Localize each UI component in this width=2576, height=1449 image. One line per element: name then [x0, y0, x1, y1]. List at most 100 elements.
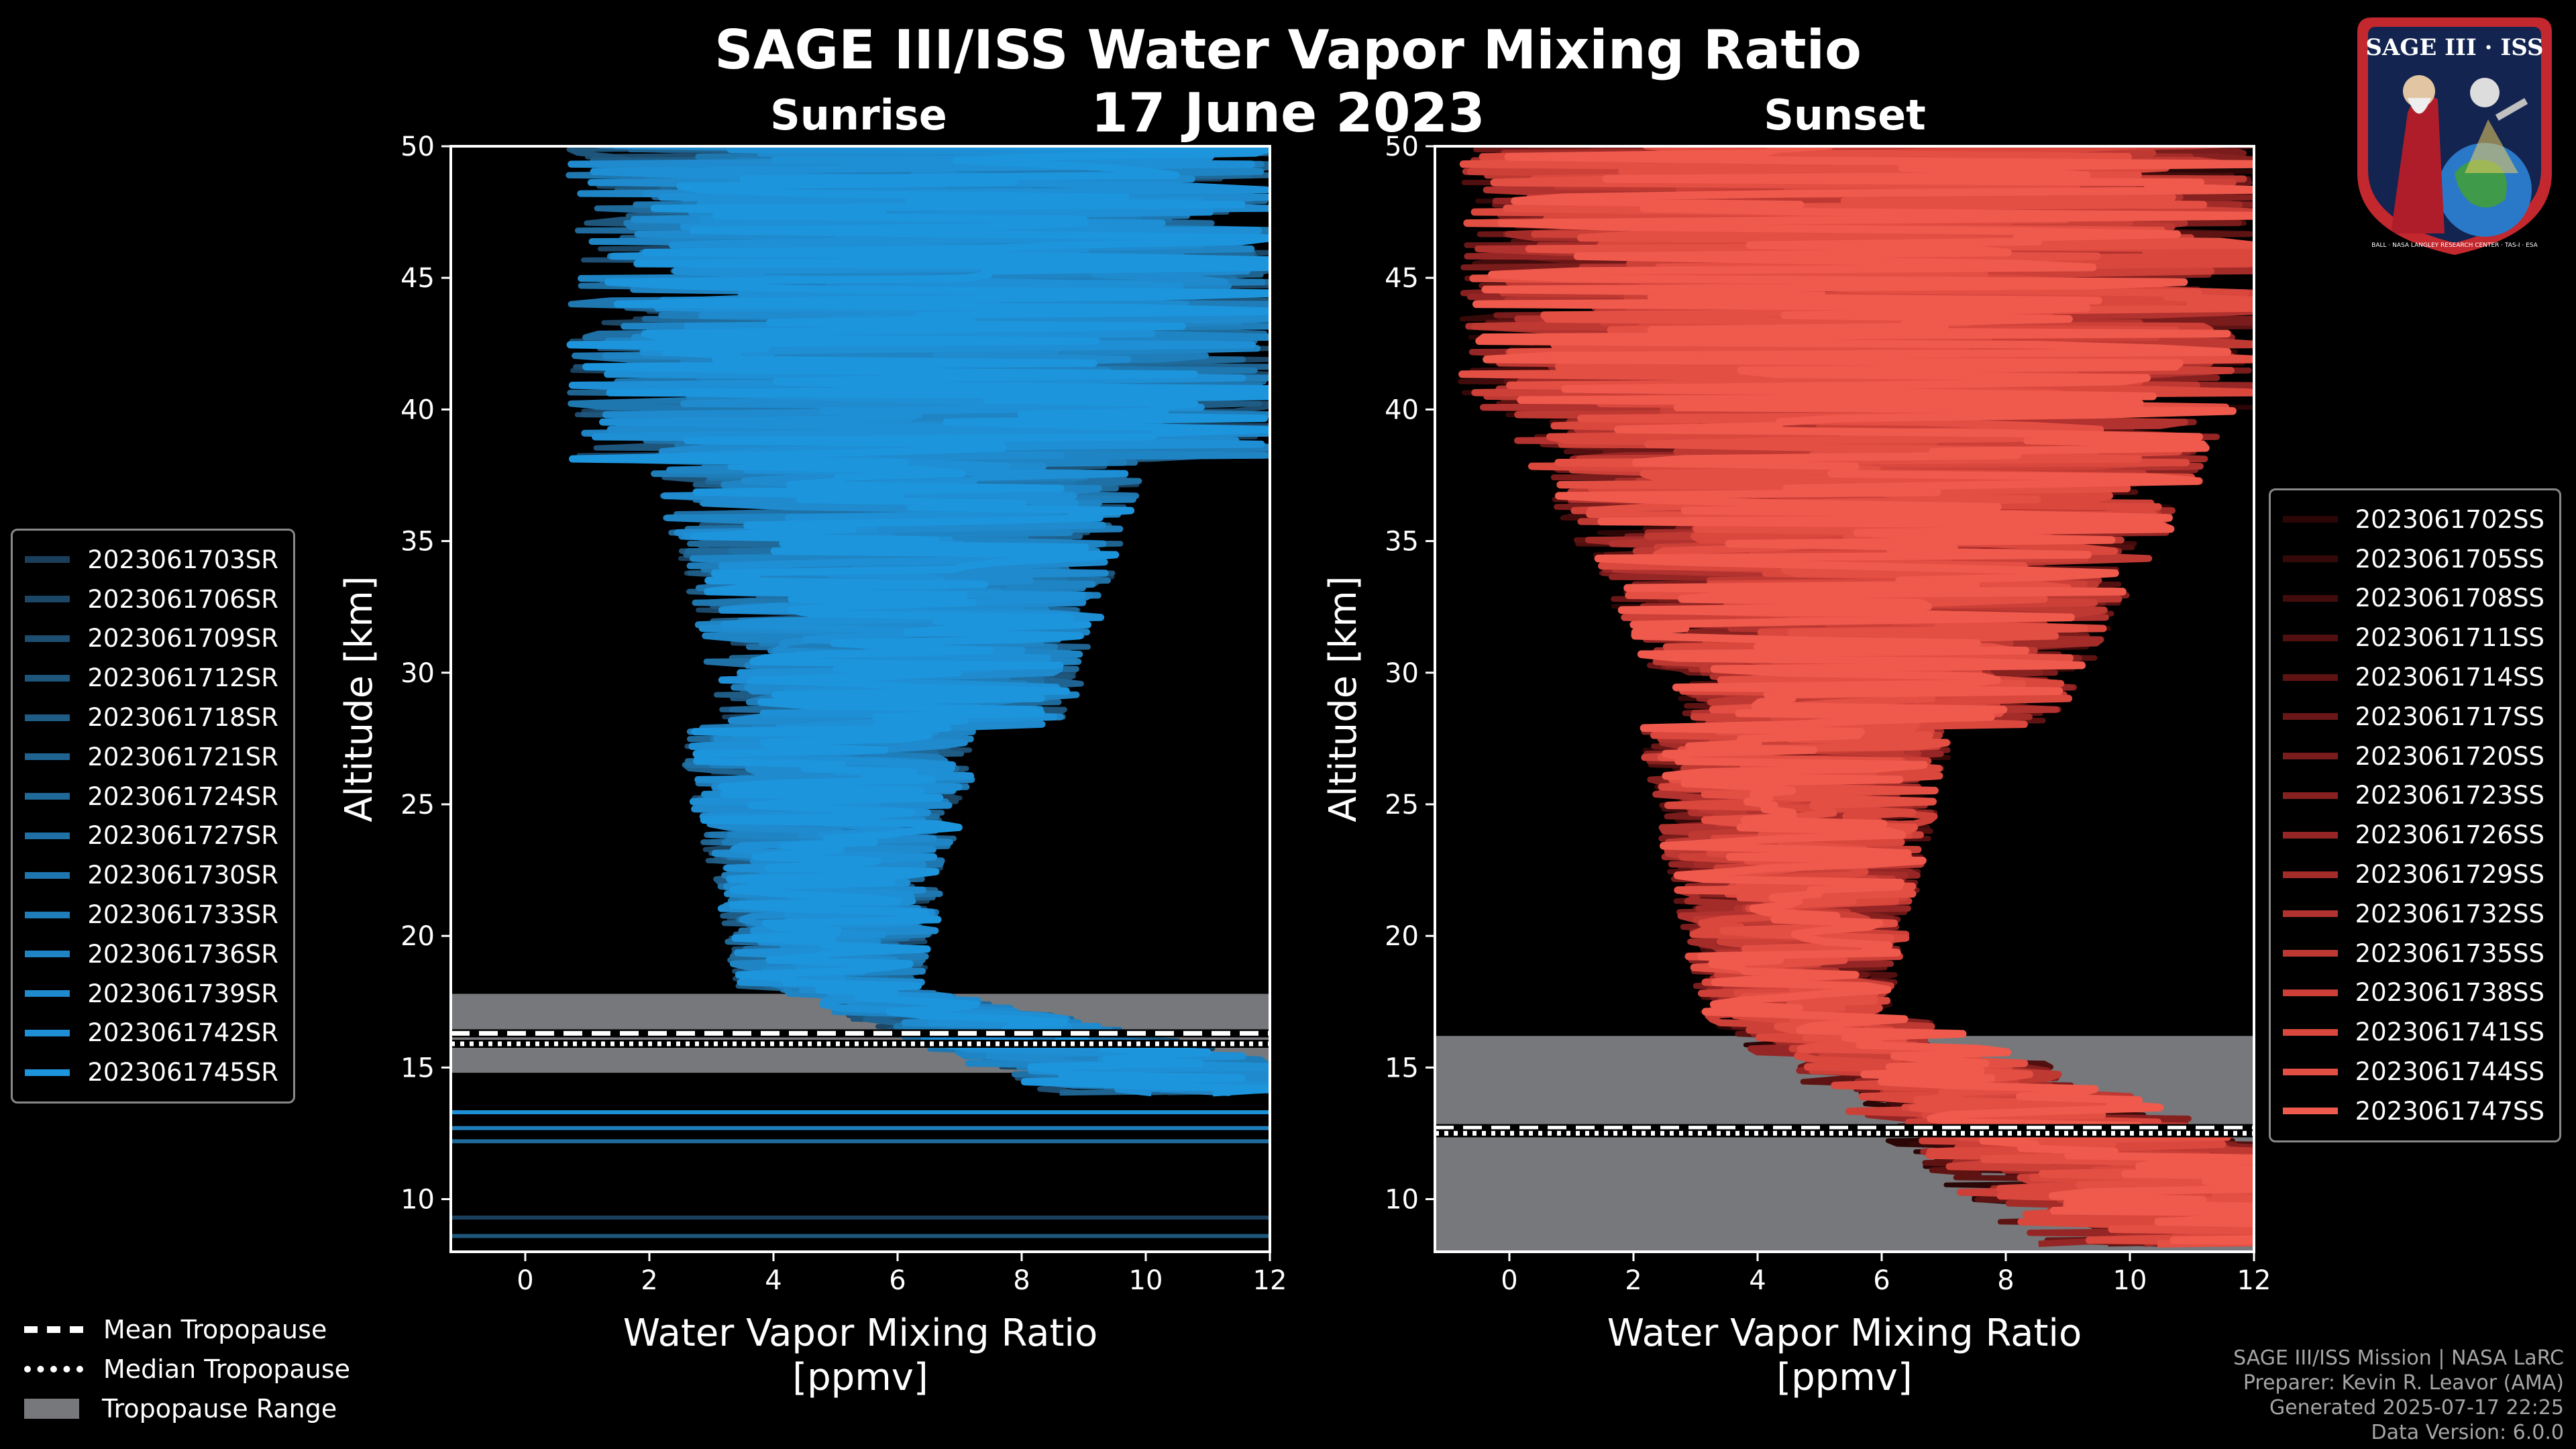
line-swatch-icon — [2283, 713, 2338, 720]
figure-title: SAGE III/ISS Water Vapor Mixing Ratio — [714, 19, 1862, 81]
sunset-x-tick-label: 8 — [1997, 1265, 2014, 1296]
line-swatch-icon — [25, 556, 70, 564]
sunset-y-tick-label: 40 — [1385, 394, 1419, 425]
sunrise-legend-label: 2023061727SR — [87, 821, 278, 851]
line-swatch-icon — [2283, 989, 2338, 996]
sunrise-x-tick-label: 4 — [765, 1265, 782, 1296]
sunrise-panel: 0 2 4 6 8 10 12 10 15 20 25 30 35 40 45 50 Water Vapor M… — [337, 131, 1287, 1399]
sunrise-legend-item: 2023061742SR — [25, 1014, 278, 1053]
sunset-legend-item: 2023061741SS — [2283, 1012, 2544, 1052]
sunrise-x-axis-label: Water Vapor Mixing Ratio — [623, 1311, 1097, 1355]
sunrise-legend-item: 2023061703SR — [25, 540, 278, 580]
line-swatch-icon — [2283, 753, 2338, 760]
sunset-legend-label: 2023061702SS — [2355, 504, 2544, 534]
sunset-legend-label: 2023061708SS — [2355, 584, 2544, 613]
sunrise-y-axis-label: Altitude [km] — [337, 576, 381, 822]
sunset-legend-label: 2023061729SS — [2355, 860, 2544, 890]
sunrise-legend-item: 2023061733SR — [25, 895, 278, 934]
sunrise-y-tick-label: 45 — [400, 263, 435, 294]
sunrise-legend-label: 2023061736SR — [87, 939, 278, 969]
sunset-legend-label: 2023061726SS — [2355, 820, 2544, 850]
sunrise-y-tick-label: 35 — [400, 527, 435, 557]
footer-version: Data Version: 6.0.0 — [2371, 1421, 2564, 1444]
sunset-legend-item: 2023061702SS — [2283, 500, 2544, 539]
footer-preparer: Preparer: Kevin R. Leavor (AMA) — [2243, 1371, 2564, 1395]
line-swatch-icon — [2283, 950, 2338, 957]
sunset-y-tick-label: 15 — [1385, 1053, 1419, 1083]
sunset-legend-label: 2023061717SS — [2355, 702, 2544, 731]
sunrise-legend-item: 2023061730SR — [25, 855, 278, 895]
range-swatch-icon — [24, 1398, 79, 1419]
sunrise-legend-label: 2023061745SR — [87, 1058, 278, 1087]
sunrise-axes-frame — [449, 145, 1271, 1253]
line-swatch-icon — [25, 871, 70, 879]
sunset-x-tick-label: 10 — [2113, 1265, 2147, 1296]
sunrise-legend-label: 2023061739SR — [87, 979, 278, 1008]
sunrise-legend: 2023061703SR 2023061706SR 2023061709SR 2023… — [11, 529, 295, 1104]
line-swatch-icon — [2283, 792, 2338, 799]
sunset-x-tick-label: 0 — [1501, 1265, 1517, 1296]
sunset-legend-item: 2023061732SS — [2283, 894, 2544, 934]
sunset-plot-area — [1435, 146, 2254, 1252]
sunset-legend-item: 2023061744SS — [2283, 1052, 2544, 1091]
sunset-legend-item: 2023061726SS — [2283, 815, 2544, 855]
legend-median-label: Median Tropopause — [103, 1354, 350, 1384]
sunset-y-tick-label: 45 — [1385, 263, 1419, 294]
sunrise-y-tick-label: 50 — [400, 131, 435, 162]
sunset-legend-item: 2023061717SS — [2283, 697, 2544, 737]
line-swatch-icon — [25, 911, 70, 918]
line-swatch-icon — [2283, 1108, 2338, 1115]
sunrise-legend-label: 2023061706SR — [87, 584, 278, 614]
sunset-legend-label: 2023061735SS — [2355, 938, 2544, 968]
sunrise-x-axis-label: [ppmv] — [792, 1356, 928, 1399]
line-swatch-icon — [2283, 555, 2338, 563]
figure-date: 17 June 2023 — [1091, 82, 1485, 144]
sunset-legend-item: 2023061705SS — [2283, 539, 2544, 579]
sunrise-y-tick-label: 25 — [400, 790, 435, 820]
sunrise-legend-item: 2023061727SR — [25, 816, 278, 856]
line-swatch-icon — [25, 714, 70, 721]
line-swatch-icon — [2283, 1028, 2338, 1036]
sunrise-y-tick-label: 30 — [400, 658, 435, 689]
sunrise-x-tick-label: 6 — [889, 1265, 906, 1296]
sunset-x-tick-label: 6 — [1873, 1265, 1890, 1296]
sunrise-legend-label: 2023061724SR — [87, 782, 278, 811]
line-swatch-icon — [25, 753, 70, 761]
sunrise-legend-label: 2023061721SR — [87, 742, 278, 771]
sunset-legend-item: 2023061714SS — [2283, 657, 2544, 697]
sunset-legend-label: 2023061744SS — [2355, 1057, 2544, 1087]
sunrise-y-tick-label: 10 — [400, 1185, 435, 1216]
tropopause-legend: Mean Tropopause Median Tropopause Tropop… — [24, 1309, 350, 1428]
sunrise-x-tick-label: 12 — [1253, 1265, 1287, 1296]
sunset-legend-label: 2023061714SS — [2355, 663, 2544, 692]
sunset-legend-item: 2023061738SS — [2283, 973, 2544, 1013]
sunset-legend-item: 2023061735SS — [2283, 934, 2544, 973]
line-swatch-icon — [25, 951, 70, 958]
sunrise-legend-label: 2023061742SR — [87, 1018, 278, 1048]
sunrise-legend-label: 2023061703SR — [87, 545, 278, 574]
sunset-legend-label: 2023061738SS — [2355, 978, 2544, 1008]
sunset-legend-item: 2023061729SS — [2283, 855, 2544, 894]
sunrise-y-tick-label: 15 — [400, 1053, 435, 1083]
footer-generated: Generated 2025-07-17 22:25 — [2269, 1396, 2564, 1419]
legend-mean-tropopause: Mean Tropopause — [24, 1309, 350, 1349]
sunset-x-tick-label: 4 — [1749, 1265, 1766, 1296]
sunset-x-tick-label: 2 — [1625, 1265, 1642, 1296]
sunset-legend-item: 2023061720SS — [2283, 737, 2544, 776]
sage-mission-patch-logo: SAGE III · ISS BALL · NASA LANGLEY RESEA… — [2357, 17, 2552, 255]
line-swatch-icon — [2283, 516, 2338, 523]
sunset-x-tick-label: 12 — [2237, 1265, 2271, 1296]
legend-tropopause-range: Tropopause Range — [24, 1389, 350, 1428]
logo-ring-text: BALL · NASA LANGLEY RESEARCH CENTER · TA… — [2371, 242, 2538, 249]
sunrise-x-tick-label: 2 — [641, 1265, 657, 1296]
line-swatch-icon — [2283, 1068, 2338, 1075]
sunset-axes-frame — [1434, 145, 2255, 1253]
legend-mean-label: Mean Tropopause — [103, 1314, 327, 1344]
sunset-y-tick-label: 35 — [1385, 527, 1419, 557]
sunrise-legend-item: 2023061712SR — [25, 658, 278, 698]
sunset-legend-label: 2023061741SS — [2355, 1018, 2544, 1047]
sunset-legend-item: 2023061723SS — [2283, 776, 2544, 816]
sunrise-series-line — [566, 146, 1270, 1097]
sunset-legend-label: 2023061720SS — [2355, 741, 2544, 771]
